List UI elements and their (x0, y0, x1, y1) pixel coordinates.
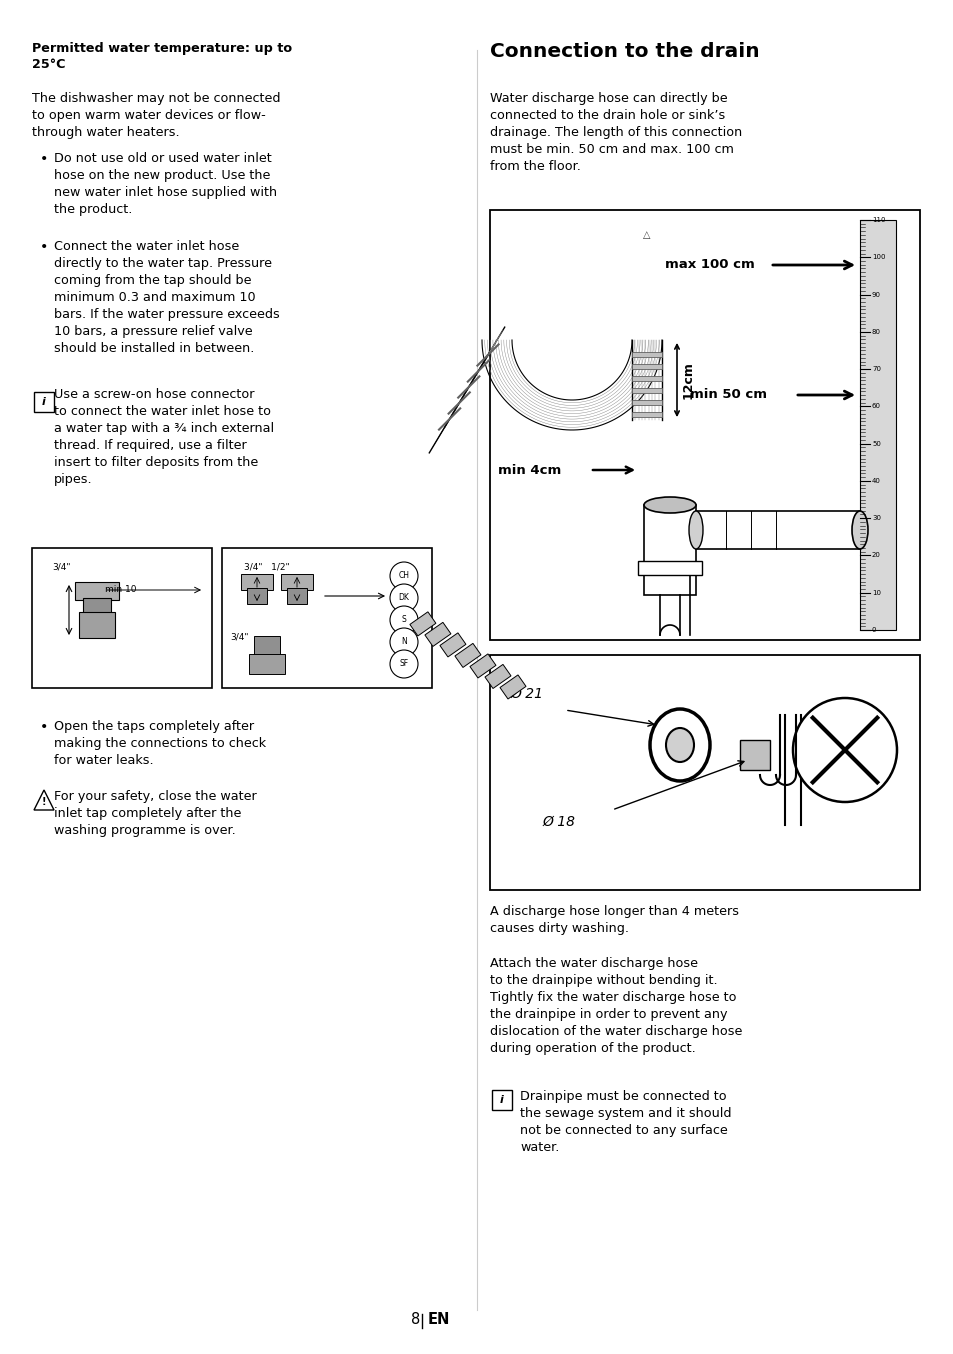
Bar (247, 588, 267, 604)
Text: 3/4"   1/2": 3/4" 1/2" (244, 562, 290, 571)
Text: Drainpipe must be connected to
the sewage system and it should
not be connected : Drainpipe must be connected to the sewag… (519, 1090, 731, 1154)
Text: S: S (401, 616, 406, 624)
Text: min 10: min 10 (105, 585, 136, 594)
Ellipse shape (665, 728, 693, 762)
Text: Connection to the drain: Connection to the drain (490, 42, 759, 61)
Text: 90: 90 (871, 291, 880, 298)
Bar (470, 654, 496, 678)
Text: Ø 21: Ø 21 (510, 686, 542, 701)
Text: N: N (400, 638, 406, 646)
Bar (859, 219, 895, 630)
Bar (499, 674, 525, 699)
Text: Attach the water discharge hose
to the drainpipe without bending it.
Tightly fix: Attach the water discharge hose to the d… (490, 957, 741, 1055)
Text: i: i (42, 397, 46, 408)
Text: Connect the water inlet hose
directly to the water tap. Pressure
coming from the: Connect the water inlet hose directly to… (54, 240, 279, 355)
Text: △: △ (642, 230, 650, 240)
Bar (631, 399, 661, 405)
Bar (740, 741, 769, 770)
Text: 0: 0 (871, 627, 876, 634)
Circle shape (390, 650, 417, 678)
Ellipse shape (643, 497, 696, 513)
Text: SF: SF (399, 659, 408, 669)
Bar (253, 636, 280, 655)
Bar (631, 364, 661, 370)
Text: 30: 30 (871, 515, 880, 521)
Bar (79, 612, 115, 638)
Text: Permitted water temperature: up to
25°C: Permitted water temperature: up to 25°C (32, 42, 292, 70)
Text: 110: 110 (871, 217, 884, 223)
Circle shape (390, 628, 417, 655)
Text: For your safety, close the water
inlet tap completely after the
washing programm: For your safety, close the water inlet t… (54, 789, 256, 837)
Text: EN: EN (428, 1312, 450, 1327)
Text: •: • (40, 720, 49, 734)
Bar (439, 632, 465, 657)
Bar (490, 210, 919, 640)
Text: min 4cm: min 4cm (497, 463, 560, 477)
Bar (249, 654, 285, 674)
Text: Water discharge hose can directly be
connected to the drain hole or sink’s
drain: Water discharge hose can directly be con… (490, 92, 741, 173)
Bar (638, 561, 701, 575)
Bar (75, 582, 119, 600)
Bar (455, 643, 480, 668)
Text: 10: 10 (871, 590, 880, 596)
Bar (484, 665, 511, 688)
Text: 100: 100 (871, 255, 884, 260)
Text: DK: DK (398, 593, 409, 603)
Bar (631, 376, 661, 380)
Text: Open the taps completely after
making the connections to check
for water leaks.: Open the taps completely after making th… (54, 720, 266, 766)
Text: 20: 20 (871, 552, 880, 558)
Text: max 100 cm: max 100 cm (664, 259, 754, 272)
Text: 70: 70 (871, 366, 880, 372)
Text: Ø 18: Ø 18 (541, 815, 575, 829)
Circle shape (390, 562, 417, 590)
Bar (241, 574, 273, 590)
Bar (222, 548, 432, 688)
Ellipse shape (649, 709, 709, 781)
Bar (34, 393, 54, 412)
Bar (32, 548, 212, 688)
Text: 40: 40 (871, 478, 880, 483)
Bar (83, 598, 111, 613)
Circle shape (390, 607, 417, 634)
Text: CH: CH (398, 571, 409, 581)
Text: Do not use old or used water inlet
hose on the new product. Use the
new water in: Do not use old or used water inlet hose … (54, 152, 276, 217)
Bar (631, 412, 661, 417)
Text: 8: 8 (411, 1312, 419, 1327)
Ellipse shape (851, 510, 867, 548)
Bar (281, 574, 313, 590)
Bar (631, 352, 661, 357)
Bar (492, 1090, 512, 1110)
Text: Use a screw-on hose connector
to connect the water inlet hose to
a water tap wit: Use a screw-on hose connector to connect… (54, 389, 274, 486)
Bar (424, 623, 451, 646)
Bar (490, 655, 919, 890)
Text: 3/4": 3/4" (52, 562, 71, 571)
Text: •: • (40, 240, 49, 255)
Text: i: i (499, 1095, 503, 1105)
Circle shape (390, 584, 417, 612)
Text: 80: 80 (871, 329, 880, 334)
Text: The dishwasher may not be connected
to open warm water devices or flow-
through : The dishwasher may not be connected to o… (32, 92, 280, 139)
Polygon shape (34, 789, 54, 810)
Text: 3/4": 3/4" (230, 634, 248, 642)
Ellipse shape (688, 510, 702, 548)
Text: min 50 cm: min 50 cm (689, 389, 766, 402)
Text: !: ! (42, 798, 46, 807)
Bar (631, 389, 661, 393)
Bar (643, 505, 696, 594)
Text: •: • (40, 152, 49, 167)
Circle shape (792, 699, 896, 802)
Text: 50: 50 (871, 440, 880, 447)
Bar (410, 612, 436, 636)
Text: 12cm: 12cm (681, 362, 695, 399)
Text: A discharge hose longer than 4 meters
causes dirty washing.: A discharge hose longer than 4 meters ca… (490, 904, 739, 936)
Text: 60: 60 (871, 403, 880, 409)
Bar (287, 588, 307, 604)
